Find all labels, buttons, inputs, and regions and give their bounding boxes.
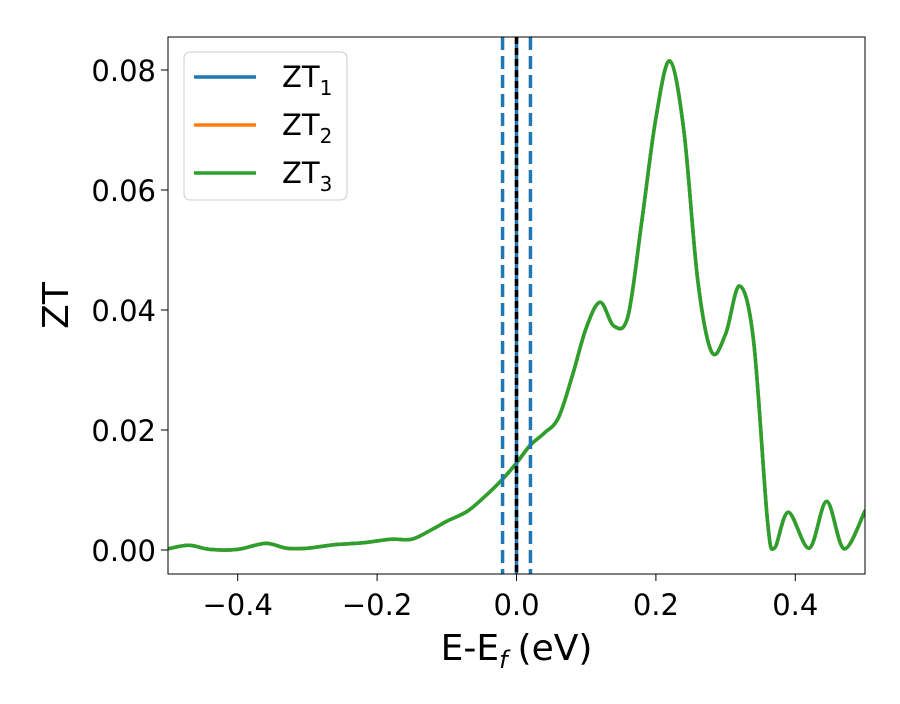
legend-label-zt2: ZT2 bbox=[282, 108, 332, 148]
y-axis-ticks: 0.00 0.02 0.04 0.06 0.08 bbox=[91, 54, 168, 568]
series-line-zt3 bbox=[168, 59, 865, 552]
x-tick-label: 0.0 bbox=[493, 588, 539, 622]
legend: ZT1 ZT2 ZT3 bbox=[183, 51, 348, 201]
x-tick-label: 0.4 bbox=[772, 588, 818, 622]
x-tick-label: −0.4 bbox=[202, 588, 272, 622]
legend-label-zt3: ZT3 bbox=[282, 156, 332, 196]
y-tick-label: 0.06 bbox=[91, 174, 156, 208]
legend-box bbox=[183, 51, 348, 201]
y-tick-label: 0.08 bbox=[91, 54, 156, 88]
y-axis-label: ZT bbox=[36, 281, 77, 329]
x-axis-label-main: E-E bbox=[441, 628, 499, 669]
x-tick-label: −0.2 bbox=[342, 588, 412, 622]
y-tick-label: 0.00 bbox=[91, 534, 156, 568]
y-tick-label: 0.04 bbox=[91, 294, 156, 328]
x-axis-ticks: −0.4 −0.2 0.0 0.2 0.4 bbox=[202, 574, 818, 622]
x-axis-label-unit: (eV) bbox=[518, 628, 593, 669]
y-tick-label: 0.02 bbox=[91, 414, 156, 448]
x-axis-label: E-Ef (eV) bbox=[441, 628, 593, 674]
plot-content bbox=[168, 59, 865, 552]
legend-label-zt1: ZT1 bbox=[282, 60, 332, 100]
x-axis-label-sub: f bbox=[499, 646, 511, 674]
vertical-lines bbox=[500, 37, 533, 574]
x-tick-label: 0.2 bbox=[633, 588, 679, 622]
